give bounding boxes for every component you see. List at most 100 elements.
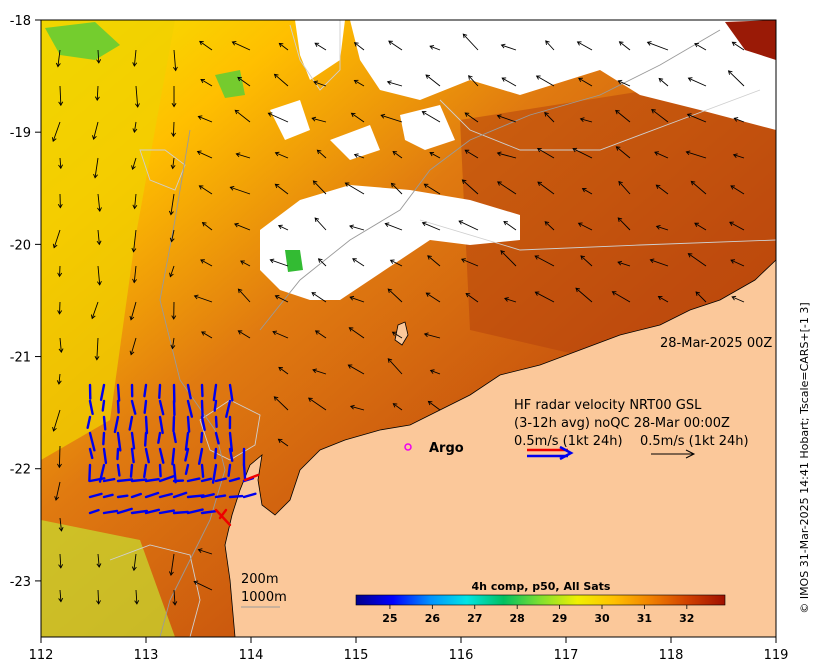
current-arrow-head [132, 128, 138, 134]
current-arrow [236, 153, 251, 159]
current-arrow-head [171, 315, 177, 320]
current-arrow-head [461, 179, 467, 184]
current-arrow-head [237, 330, 243, 335]
current-arrow-head [348, 327, 354, 332]
radar-vector [186, 399, 194, 418]
radar-vector [130, 399, 137, 415]
current-arrow [275, 152, 289, 159]
current-arrow [658, 78, 669, 87]
current-arrow-head [423, 332, 429, 338]
current-arrow-head [171, 132, 176, 138]
current-arrow [194, 295, 213, 303]
current-arrow-head [135, 103, 140, 108]
radar-vector [158, 399, 165, 416]
current-arrow-head [237, 288, 243, 294]
current-arrow [173, 49, 177, 71]
current-arrow-head [314, 330, 320, 335]
current-arrow [425, 74, 441, 87]
current-arrow [381, 114, 403, 123]
current-arrow-head [131, 165, 136, 171]
current-arrow [130, 301, 137, 320]
current-arrow [503, 221, 517, 231]
current-arrow-head [578, 77, 583, 83]
current-arrow-head [267, 112, 273, 117]
current-arrow-head [687, 77, 693, 82]
radar-vector [143, 399, 148, 415]
current-arrow-head [686, 113, 692, 118]
current-arrow-head [392, 150, 398, 156]
current-arrow [172, 121, 175, 137]
current-arrow-head [534, 255, 540, 260]
current-arrow [424, 183, 441, 195]
current-arrow-head [172, 601, 178, 606]
radar-vector [130, 431, 136, 450]
radar-vector [116, 447, 120, 461]
current-arrow [730, 185, 745, 195]
current-arrow [688, 77, 707, 87]
current-arrow [534, 255, 555, 267]
sst-green-patch-northwest [45, 22, 120, 60]
current-arrow-head [727, 70, 733, 75]
current-arrow [200, 79, 213, 87]
radar-vector [186, 415, 191, 433]
current-arrow [615, 110, 631, 123]
current-arrow-head [313, 80, 319, 86]
x-tick-label: 118 [659, 648, 684, 663]
current-arrow [133, 553, 137, 571]
radar-vector [200, 463, 205, 478]
current-arrow-head [132, 62, 138, 67]
current-arrow [687, 113, 707, 123]
current-arrow [734, 117, 745, 123]
current-arrow-head [501, 77, 507, 82]
current-arrow [59, 157, 62, 169]
radar-vector [102, 477, 116, 483]
current-arrow [172, 157, 175, 169]
current-arrow-head [425, 74, 431, 79]
current-arrow [59, 85, 62, 106]
current-arrow-head [503, 220, 509, 226]
current-arrow [430, 370, 441, 375]
current-arrow-head [273, 73, 279, 79]
current-arrow [733, 154, 745, 159]
current-arrow [55, 481, 61, 501]
current-arrow-head [277, 438, 283, 444]
current-arrow [427, 255, 441, 267]
current-arrow-head [429, 369, 435, 374]
current-arrow-head [312, 368, 317, 374]
current-arrow-head [273, 396, 279, 401]
x-tick-label: 115 [344, 648, 369, 663]
current-arrow-head [387, 358, 393, 363]
current-arrow [651, 109, 669, 123]
current-arrow [93, 121, 99, 140]
radar-vector [144, 447, 150, 464]
current-arrow [536, 75, 555, 87]
current-arrow [240, 260, 251, 267]
current-arrow [465, 293, 479, 303]
radar-vector [200, 399, 204, 418]
hf-radar-vectors-red [214, 473, 260, 527]
current-arrow [686, 151, 707, 159]
current-arrow [500, 250, 517, 267]
current-arrow-head [536, 147, 542, 153]
current-arrow [731, 296, 745, 303]
current-arrow-head [504, 297, 509, 302]
radar-vector [130, 478, 148, 483]
current-arrow [272, 331, 289, 339]
radar-vector [128, 415, 134, 431]
radar-legend-line1: HF radar velocity NRT00 GSL [514, 398, 702, 413]
radar-vector [228, 431, 234, 453]
radar-vector [102, 509, 119, 515]
current-arrow-head [575, 287, 581, 293]
current-arrow-head [464, 112, 470, 117]
current-arrow [237, 77, 251, 87]
current-arrow-head [497, 181, 502, 186]
current-arrow [617, 261, 631, 267]
current-arrow [200, 259, 213, 267]
current-arrow [647, 41, 669, 51]
radar-vector [200, 509, 217, 515]
current-arrow-head [611, 291, 617, 296]
current-arrow [461, 258, 479, 267]
current-arrow [694, 222, 707, 231]
isobath-label-1000m: 1000m [241, 590, 287, 605]
current-arrow [578, 77, 593, 87]
